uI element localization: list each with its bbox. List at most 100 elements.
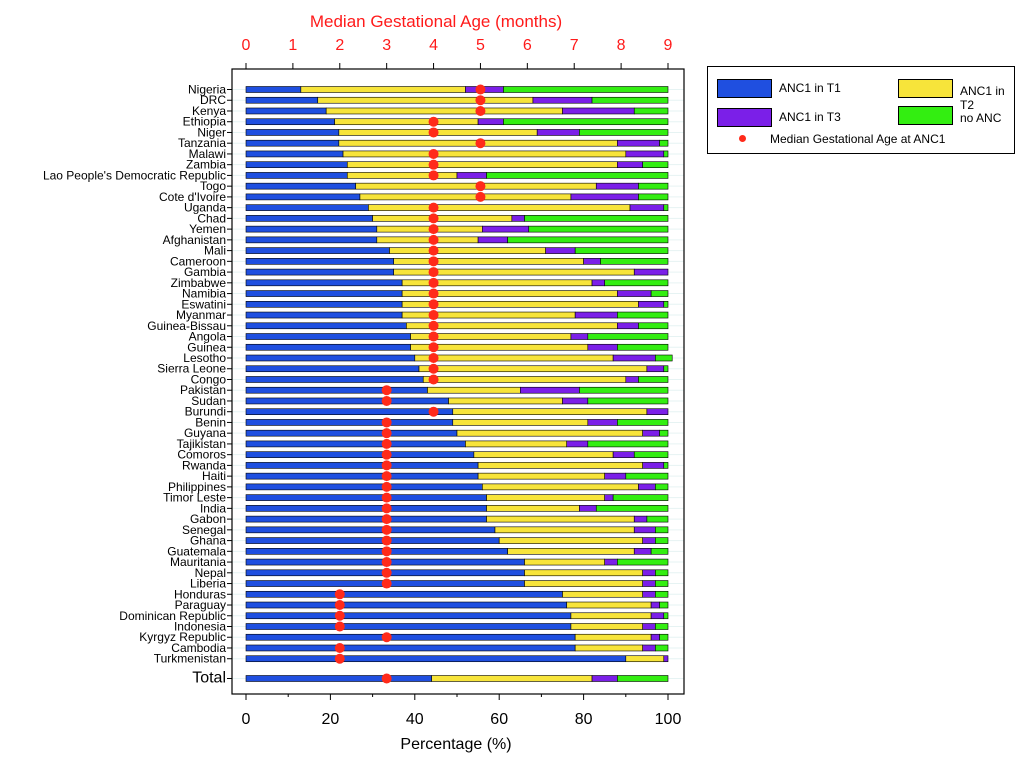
x-tick-label: 20 xyxy=(322,711,340,728)
bar-segment-t3 xyxy=(642,590,656,598)
category-label: Ethiopia xyxy=(183,115,227,129)
category-label: Honduras xyxy=(174,587,226,601)
bar-segment-t1 xyxy=(245,139,340,147)
bar-segment-no-anc xyxy=(507,236,669,244)
bar-segment-t1 xyxy=(245,397,449,405)
bar-segment-t3 xyxy=(638,300,665,308)
median-age-dot xyxy=(428,288,439,299)
bar-segment-t2 xyxy=(448,397,563,405)
median-age-dot xyxy=(475,84,486,95)
median-age-dot xyxy=(381,492,392,503)
bar-segment-no-anc xyxy=(663,612,669,620)
bar-segment-t1 xyxy=(245,204,369,211)
median-age-dot xyxy=(381,514,392,525)
bar-segment-t2 xyxy=(334,118,479,126)
bar-segment-no-anc xyxy=(659,601,669,609)
bar-segment-no-anc xyxy=(503,118,669,126)
bar-segment-no-anc xyxy=(587,333,669,340)
bar-segment-t3 xyxy=(591,675,618,682)
bar-segment-t2 xyxy=(422,376,627,383)
category-label: Congo xyxy=(191,372,227,386)
bar-segment-t3 xyxy=(642,623,656,630)
bar-segment-no-anc xyxy=(528,225,669,233)
bar-segment-t3 xyxy=(532,96,593,104)
category-label: Tajikistan xyxy=(177,437,226,451)
bar-segment-t3 xyxy=(633,515,648,523)
bar-segment-t1 xyxy=(245,537,500,544)
bar-segment-t3 xyxy=(511,215,525,222)
bar-segment-t1 xyxy=(245,129,340,136)
category-label: Tanzania xyxy=(178,136,226,150)
legend-swatch-t2 xyxy=(898,79,953,98)
median-age-dot xyxy=(334,589,345,600)
median-age-dot xyxy=(475,105,486,116)
bar-segment-no-anc xyxy=(604,279,669,287)
bar-segment-t1 xyxy=(245,268,394,276)
bar-segment-t3 xyxy=(650,633,660,641)
median-age-dot xyxy=(381,438,392,449)
bar-segment-t2 xyxy=(570,623,643,630)
category-label: Burundi xyxy=(185,405,226,419)
bar-segment-t1 xyxy=(245,300,403,308)
x-tick-label: 0 xyxy=(242,711,251,728)
bar-segment-t2 xyxy=(393,258,584,265)
bar-segment-t3 xyxy=(604,494,614,501)
top-axis-tick-label: 7 xyxy=(570,37,579,54)
bar-segment-t1 xyxy=(245,548,508,555)
bar-segment-t1 xyxy=(245,96,319,104)
bar-segment-t1 xyxy=(245,150,344,158)
bar-segment-t2 xyxy=(418,365,648,373)
bar-segment-no-anc xyxy=(587,440,669,448)
median-age-dot xyxy=(381,567,392,578)
legend-label-t3: ANC1 in T3 xyxy=(779,110,841,124)
bar-segment-t3 xyxy=(629,204,665,211)
bar-segment-t1 xyxy=(245,182,357,190)
bar-segment-t1 xyxy=(245,279,403,287)
bar-segment-t3 xyxy=(633,268,669,276)
category-label: Zambia xyxy=(186,158,226,172)
bar-segment-t2 xyxy=(342,150,627,158)
top-axis-tick-label: 0 xyxy=(242,37,251,54)
bar-segment-no-anc xyxy=(650,290,669,297)
median-age-dot xyxy=(428,320,439,331)
bar-segment-no-anc xyxy=(638,182,669,190)
bar-segment-t2 xyxy=(376,236,479,244)
top-axis-tick-label: 9 xyxy=(664,37,673,54)
median-age-dot xyxy=(381,524,392,535)
top-axis-tick-label: 8 xyxy=(617,37,626,54)
category-label: Senegal xyxy=(182,523,226,537)
bar-segment-no-anc xyxy=(663,365,669,373)
bar-segment-no-anc xyxy=(591,96,669,104)
median-age-dot xyxy=(428,406,439,417)
category-label: Sierra Leone xyxy=(157,362,226,376)
bar-segment-t1 xyxy=(245,193,361,201)
bar-segment-no-anc xyxy=(612,494,669,501)
bar-segment-t2 xyxy=(346,161,618,168)
bar-segment-no-anc xyxy=(655,623,669,630)
bar-segment-no-anc xyxy=(659,139,669,147)
median-age-dot xyxy=(428,202,439,213)
bar-segment-t1 xyxy=(245,644,576,652)
median-age-dot xyxy=(381,546,392,557)
legend-label-t2: ANC1 in T2 xyxy=(960,84,1005,112)
bar-segment-t1 xyxy=(245,322,407,330)
x-tick-label: 60 xyxy=(490,711,508,728)
bar-segment-t2 xyxy=(486,494,606,501)
top-axis-tick-label: 1 xyxy=(288,37,297,54)
category-label: Sudan xyxy=(191,394,226,408)
bar-segment-t3 xyxy=(663,655,669,663)
category-label: India xyxy=(200,501,226,515)
category-label: Guyana xyxy=(184,426,226,440)
bar-segment-t1 xyxy=(245,236,378,244)
bar-segment-no-anc xyxy=(663,150,669,158)
bar-segment-t3 xyxy=(579,505,597,512)
bar-segment-no-anc xyxy=(663,300,669,308)
category-label: Cambodia xyxy=(171,641,226,655)
bar-segment-t1 xyxy=(245,675,432,682)
median-age-dot xyxy=(428,277,439,288)
bar-segment-t1 xyxy=(245,494,487,501)
bar-segment-t3 xyxy=(642,429,660,437)
bar-segment-t2 xyxy=(427,386,521,394)
bar-segment-t1 xyxy=(245,440,466,448)
